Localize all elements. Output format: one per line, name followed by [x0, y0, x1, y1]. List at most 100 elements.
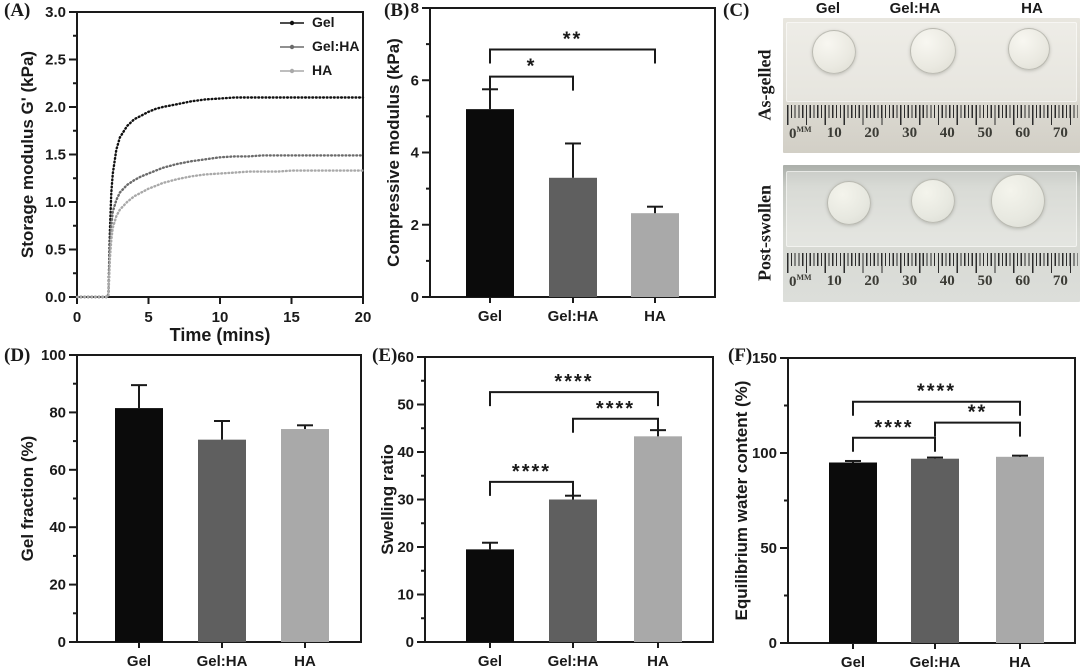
- y-tick-label: 60: [397, 349, 414, 366]
- bar-ha: [631, 213, 679, 297]
- legend-marker: [289, 68, 295, 74]
- significance-label: **: [968, 402, 988, 424]
- swelling-ratio-bar-chart: 0 10 20 30 40 50 60 Swelling ratio Gel Gel:HA HA **…: [365, 345, 720, 667]
- category-label: Gel: [841, 654, 865, 667]
- ruler-number: 20: [864, 125, 880, 141]
- bar-chart-D: 0 20 40 60 80 100 Gel fraction (%) Gel Gel:HA HA: [18, 347, 362, 667]
- y-tick-label: 40: [49, 519, 66, 536]
- category-label: Gel:HA: [548, 308, 599, 325]
- ruler-number: 30: [902, 125, 918, 141]
- gel-disc: [1008, 28, 1050, 70]
- bar-gel: [829, 462, 877, 643]
- ruler-number: 70: [1052, 125, 1068, 141]
- significance-label: **: [563, 29, 583, 51]
- panel-b-label: (B): [384, 0, 410, 21]
- curve-ha: [75, 169, 365, 299]
- ruler-minor-ticks: [787, 105, 1078, 118]
- bar-gel: [466, 109, 514, 298]
- legend-label: Gel:HA: [312, 38, 359, 54]
- bar-gel: [115, 408, 163, 642]
- x-tick-label: 0: [73, 309, 81, 326]
- y-tick-label: 150: [752, 350, 777, 367]
- curve-gel: [75, 96, 365, 299]
- y-axis-title: Gel fraction (%): [18, 436, 37, 562]
- x-tick-label: 20: [355, 309, 372, 326]
- panel-e-swelling-ratio: (E) 0 10 20 30 40 50 60 Swelling ratio Gel Gel:HA…: [365, 345, 720, 667]
- y-axis-title: Compressive modulus (kPa): [384, 38, 403, 267]
- y-tick-label: 80: [49, 404, 66, 421]
- curve-gelha: [75, 154, 365, 299]
- category-label: HA: [644, 308, 666, 325]
- category-label: Gel:HA: [548, 653, 599, 667]
- y-tick-label: 0: [769, 635, 777, 652]
- y-tick-label: 10: [397, 587, 414, 604]
- y-tick-label: 60: [49, 462, 66, 479]
- storage-modulus-line-chart: 0.0 0.5 1.0 1.5 2.0 2.5 3.0 Storage modulus G' …: [0, 0, 380, 350]
- panel-f-equilibrium-water-content: (F) 0 50 100 150 Equilibrium water content (…: [718, 345, 1080, 667]
- ruler: 0MM 10 20 30 40 50 60 70: [787, 105, 1078, 151]
- bar-ha: [996, 456, 1044, 643]
- category-label: Gel: [127, 653, 151, 667]
- panel-d-gel-fraction: (D) 0 20 40 60 80 100 Gel fraction (%) Gel Gel:H…: [0, 345, 380, 667]
- y-tick-label: 50: [760, 540, 777, 557]
- panel-c-label: (C): [723, 0, 750, 21]
- significance-bracket: [572, 417, 659, 433]
- as-gelled-photo: 0MM 10 20 30 40 50 60 70: [783, 18, 1080, 153]
- category-label: Gel: [478, 653, 502, 667]
- ruler-number: 40: [939, 273, 955, 289]
- bar-gelha: [549, 177, 597, 297]
- bar-chart-E: 0 10 20 30 40 50 60 Swelling ratio Gel Gel:HA HA **…: [378, 349, 714, 667]
- category-label: Gel: [478, 308, 502, 325]
- significance-bracket: [489, 480, 574, 496]
- photo-column-label-gelha: Gel:HA: [889, 0, 941, 17]
- y-tick-label: 100: [752, 445, 777, 462]
- ruler-number: 0MM: [789, 273, 812, 290]
- y-tick-label: 3.0: [45, 4, 66, 21]
- bar-ha: [281, 429, 329, 642]
- y-tick-label: 0.5: [45, 242, 66, 259]
- gel-disc: [812, 30, 856, 74]
- significance-bracket: [934, 421, 1021, 437]
- ruler-number: 50: [977, 125, 993, 141]
- photo-column-label-ha: HA: [1021, 0, 1043, 17]
- x-tick-label: 15: [283, 309, 300, 326]
- bar-chart-B: 0 2 4 6 8 Compressive modulus (kPa) Gel Gel:HA H…: [384, 0, 716, 325]
- bar-gelha: [198, 439, 246, 642]
- legend-marker: [289, 44, 295, 50]
- post-swollen-photo: 0MM 10 20 30 40 50 60 70: [783, 165, 1080, 302]
- category-label: HA: [1009, 654, 1031, 667]
- y-tick-label: 100: [41, 347, 66, 364]
- y-tick-label: 30: [397, 492, 414, 509]
- category-label: Gel:HA: [197, 653, 248, 667]
- y-tick-label: 50: [397, 397, 414, 414]
- ruler-number: 40: [939, 125, 955, 141]
- panel-e-label: (E): [372, 345, 398, 366]
- y-tick-label: 8: [411, 0, 419, 17]
- significance-label: ****: [512, 461, 551, 483]
- y-tick-label: 0: [58, 634, 66, 651]
- significance-bracket: [489, 391, 659, 407]
- ruler-number: 60: [1015, 273, 1031, 289]
- legend-label: Gel: [312, 14, 335, 30]
- y-tick-label: 0: [406, 634, 414, 651]
- gel-disc: [827, 181, 871, 225]
- y-tick-label: 40: [397, 444, 414, 461]
- panel-f-label: (F): [728, 345, 753, 366]
- gel-disc: [991, 174, 1045, 228]
- photo-column-label-gel: Gel: [815, 0, 841, 17]
- ruler-number: 10: [826, 125, 842, 141]
- significance-bracket: [852, 436, 936, 452]
- significance-label: ****: [874, 417, 913, 439]
- significance-label: ****: [596, 398, 635, 420]
- y-axis-title: Storage modulus G' (kPa): [18, 51, 37, 258]
- y-tick-label: 0.0: [45, 289, 66, 306]
- y-tick-label: 20: [397, 539, 414, 556]
- ruler-number: 0MM: [789, 125, 812, 142]
- bar-gelha: [911, 458, 959, 643]
- gel-fraction-bar-chart: 0 20 40 60 80 100 Gel fraction (%) Gel Gel:HA HA: [0, 345, 380, 667]
- x-tick-label: 5: [144, 309, 152, 326]
- row-label-as-gelled: As-gelled: [754, 49, 775, 121]
- panel-d-label: (D): [4, 345, 31, 366]
- ruler-number: 70: [1052, 273, 1068, 289]
